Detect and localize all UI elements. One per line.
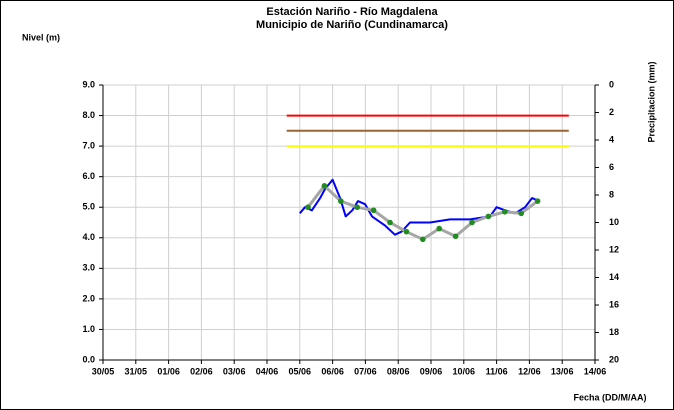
series-marker <box>403 228 410 235</box>
series-marker <box>354 204 361 211</box>
x-axis-label: Fecha (DD/M/AA) <box>573 392 646 402</box>
series-marker <box>305 204 311 211</box>
x-tick-label: 30/05 <box>92 366 115 376</box>
x-tick-label: 05/06 <box>289 366 312 376</box>
series-marker <box>518 210 524 217</box>
series-marker <box>370 207 377 214</box>
y2-tick-label: 12 <box>609 244 619 254</box>
y2-tick-label: 10 <box>609 217 619 227</box>
x-tick-label: 09/06 <box>420 366 443 376</box>
x-tick-label: 08/06 <box>387 366 410 376</box>
y-tick-label: 5.0 <box>82 202 95 212</box>
y2-tick-label: 16 <box>609 299 619 309</box>
x-tick-label: 14/06 <box>584 366 607 376</box>
y-tick-label: 6.0 <box>82 171 95 181</box>
y-tick-label: 0.0 <box>82 354 95 364</box>
x-tick-label: 31/05 <box>125 366 148 376</box>
y2-tick-label: 20 <box>609 354 619 364</box>
x-tick-label: 02/06 <box>190 366 213 376</box>
x-tick-label: 12/06 <box>518 366 541 376</box>
y-tick-label: 2.0 <box>82 293 95 303</box>
y-tick-label: 7.0 <box>82 140 95 150</box>
y-tick-label: 9.0 <box>82 79 95 89</box>
y-axis-label: Nivel (m) <box>22 32 60 42</box>
y-tick-label: 4.0 <box>82 232 95 242</box>
y2-tick-label: 18 <box>609 327 619 337</box>
series-marker <box>420 236 426 243</box>
x-tick-label: 07/06 <box>354 366 377 376</box>
y-tick-label: 8.0 <box>82 110 95 120</box>
x-tick-label: 03/06 <box>223 366 246 376</box>
series-marker <box>485 213 492 220</box>
y2-tick-label: 0 <box>609 79 614 89</box>
series-marker <box>338 198 344 204</box>
series-marker <box>534 198 541 204</box>
y2-tick-label: 4 <box>609 134 614 144</box>
x-tick-label: 13/06 <box>551 366 574 376</box>
series-marker <box>469 219 475 226</box>
y-tick-label: 1.0 <box>82 324 95 334</box>
x-tick-label: 10/06 <box>453 366 476 376</box>
chart-subtitle: Municipio de Nariño (Cundinamarca) <box>256 19 448 31</box>
series-marker <box>436 225 443 232</box>
series-marker <box>502 209 508 215</box>
x-tick-label: 06/06 <box>321 366 344 376</box>
y2-axis-label: Precipitacion (mm) <box>646 61 656 142</box>
y-tick-label: 3.0 <box>82 263 95 273</box>
series-marker <box>321 183 328 189</box>
y2-tick-label: 2 <box>609 107 614 117</box>
y2-tick-label: 8 <box>609 189 614 199</box>
x-tick-label: 11/06 <box>486 366 508 376</box>
series-marker <box>387 219 393 226</box>
x-tick-label: 01/06 <box>157 366 180 376</box>
x-tick-label: 04/06 <box>256 366 279 376</box>
chart-title: Estación Nariño - Río Magdalena <box>266 6 438 18</box>
y2-tick-label: 14 <box>609 272 619 282</box>
y2-tick-label: 6 <box>609 162 614 172</box>
series-marker <box>452 233 459 240</box>
